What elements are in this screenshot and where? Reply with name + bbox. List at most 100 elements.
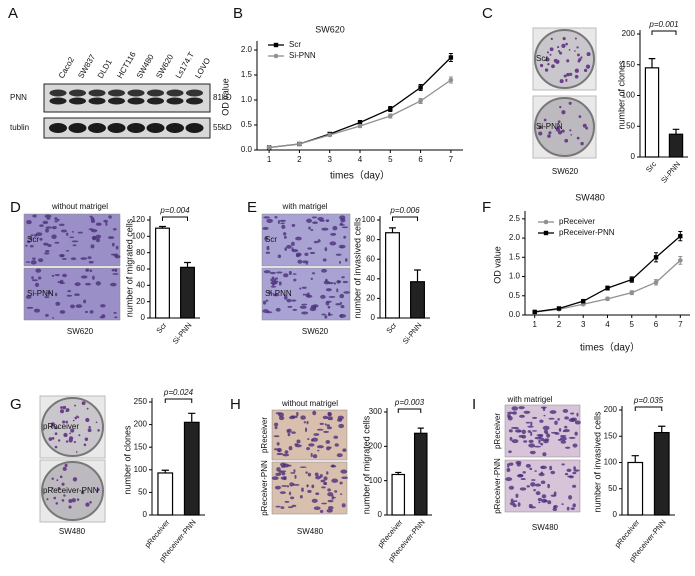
y-tick-label: 100 <box>622 91 636 100</box>
cell <box>95 234 102 239</box>
x-tick-label: Scr <box>154 320 168 335</box>
cell <box>330 232 337 236</box>
cell <box>520 477 526 481</box>
dish <box>534 97 595 157</box>
cell <box>38 258 44 263</box>
cell <box>290 299 297 302</box>
colony <box>559 105 562 109</box>
cell <box>306 420 309 425</box>
y-axis-label: number of invasived cells <box>352 217 362 319</box>
cell <box>568 475 574 479</box>
cell <box>301 487 304 492</box>
cell <box>283 295 288 300</box>
colony <box>576 136 580 140</box>
colony <box>70 428 75 433</box>
cell <box>300 415 306 420</box>
cell <box>85 282 92 286</box>
cell <box>572 471 577 475</box>
cell <box>325 446 331 451</box>
image-label: pReceiver-PNN <box>493 458 502 514</box>
cell <box>306 484 309 488</box>
cell <box>273 435 280 438</box>
colony <box>60 406 63 409</box>
cell <box>542 425 550 431</box>
cell <box>341 276 345 279</box>
colony <box>63 432 68 438</box>
bar <box>668 133 684 158</box>
cell <box>54 241 60 244</box>
legend-marker <box>543 219 549 225</box>
cell <box>90 219 96 223</box>
cell <box>280 470 287 473</box>
cell <box>25 244 28 247</box>
cell <box>330 465 337 468</box>
cell <box>564 416 569 420</box>
cell <box>528 443 536 448</box>
cell <box>311 484 315 489</box>
micrograph <box>271 461 348 515</box>
band <box>147 97 164 105</box>
x-tick-label: 5 <box>388 155 393 164</box>
cell <box>335 253 342 256</box>
cell <box>43 242 49 246</box>
y-tick-label: 200 <box>369 441 383 450</box>
band <box>185 123 204 133</box>
cell <box>340 246 344 249</box>
cell <box>559 434 567 438</box>
cell <box>568 495 573 500</box>
colony <box>561 129 565 133</box>
colony <box>547 62 550 66</box>
cell <box>562 430 566 433</box>
cell <box>572 503 576 508</box>
panel-letter: H <box>230 396 241 413</box>
cell <box>88 260 94 264</box>
x-axis-label: times（day） <box>580 342 640 354</box>
colony <box>551 64 555 69</box>
colony <box>584 69 588 72</box>
colony <box>548 131 552 135</box>
cell <box>333 282 336 285</box>
significance-bracket <box>634 406 663 411</box>
cell <box>327 499 334 503</box>
band-name: tublin <box>10 123 29 132</box>
cell <box>29 245 34 248</box>
colony <box>81 490 85 495</box>
cell <box>322 415 328 420</box>
cell <box>543 414 546 417</box>
colony <box>574 68 579 73</box>
panel-letter: I <box>472 396 476 413</box>
cell <box>521 429 527 435</box>
cell <box>43 252 50 255</box>
colony <box>585 126 589 130</box>
x-tick-label: 6 <box>418 155 423 164</box>
colony <box>559 51 563 55</box>
cell <box>573 466 576 470</box>
y-tick-label: 150 <box>622 60 636 69</box>
band <box>107 123 126 133</box>
x-tick-label: 1 <box>267 155 272 164</box>
x-tick-label: 4 <box>605 320 610 329</box>
cell <box>508 462 514 466</box>
cell <box>57 280 61 284</box>
cell <box>307 489 312 494</box>
band <box>186 97 203 105</box>
cell <box>59 223 65 226</box>
colony <box>544 68 549 72</box>
cell <box>294 483 300 486</box>
cell <box>546 433 551 438</box>
marker <box>418 98 423 104</box>
cell <box>338 244 346 249</box>
colony <box>586 52 591 57</box>
marker <box>532 309 537 315</box>
cell <box>45 226 53 229</box>
cell <box>275 505 281 508</box>
cell <box>327 412 331 416</box>
cell <box>65 249 70 252</box>
band <box>108 97 125 105</box>
colony <box>547 134 551 138</box>
cell <box>291 223 296 227</box>
y-tick-label: 100 <box>369 476 383 485</box>
cell <box>327 488 331 492</box>
cell <box>311 216 317 219</box>
bar <box>391 473 406 516</box>
